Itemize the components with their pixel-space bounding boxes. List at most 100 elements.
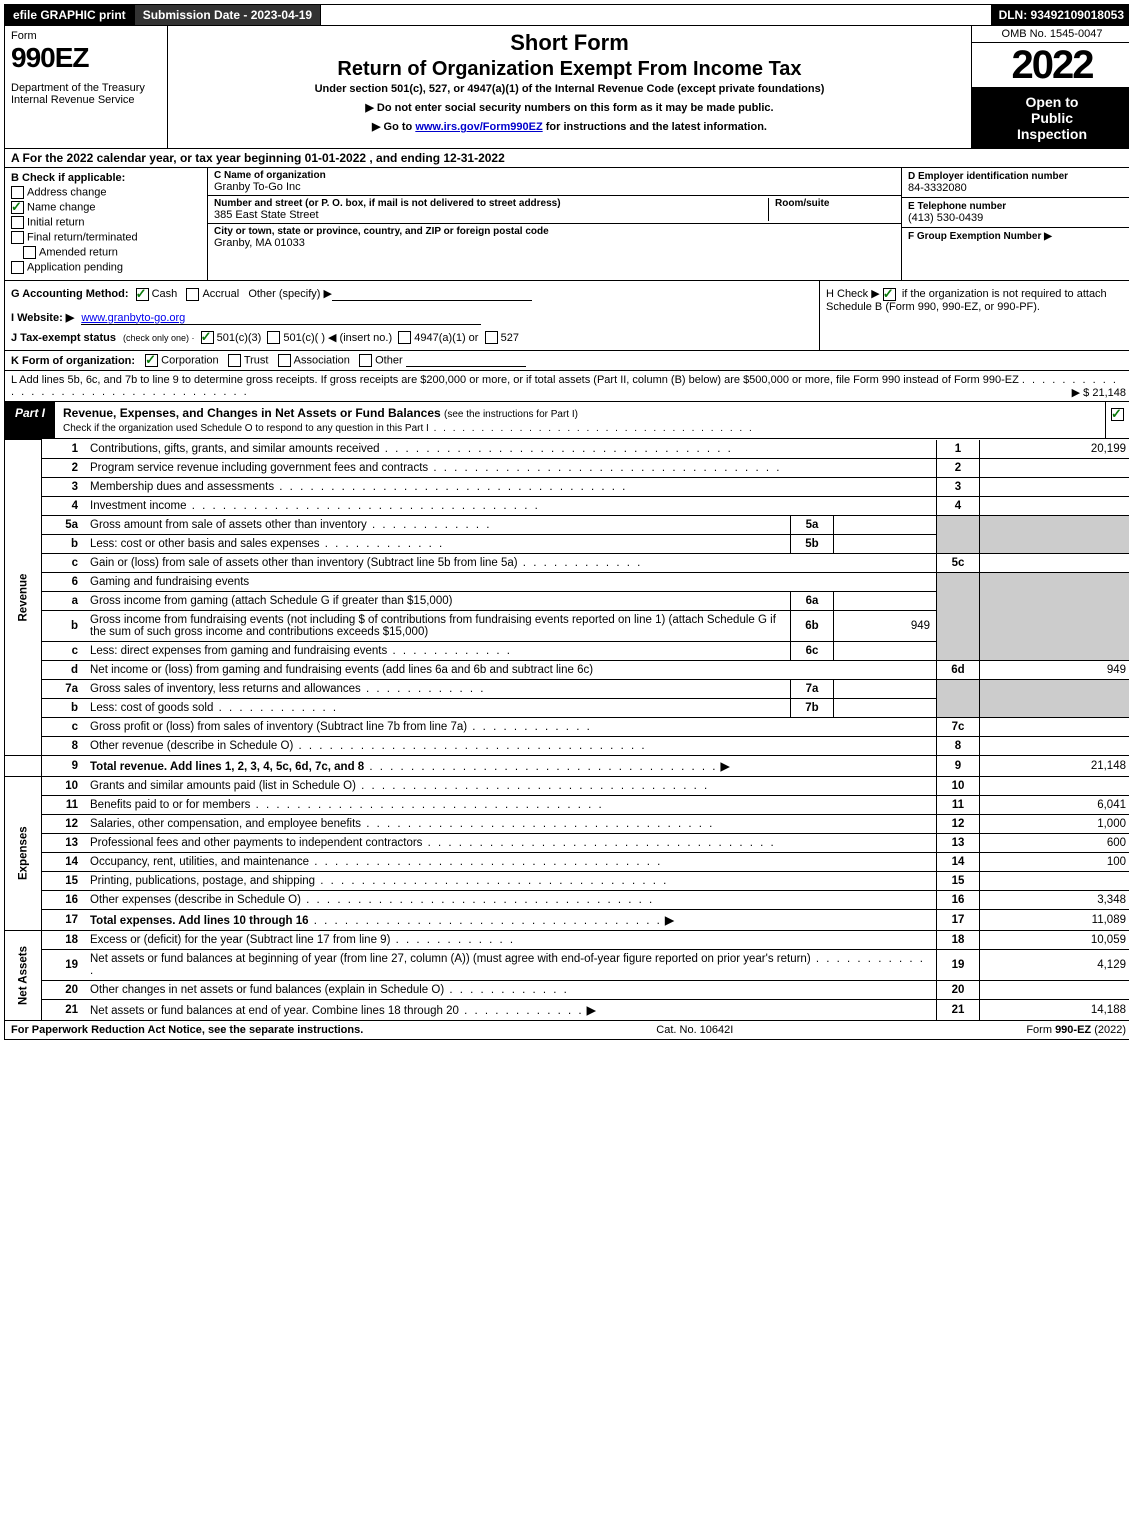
topbar-spacer <box>321 5 990 25</box>
top-bar: efile GRAPHIC print Submission Date - 20… <box>4 4 1129 26</box>
k-line: K Form of organization: Corporation Trus… <box>4 351 1129 371</box>
section-def: D Employer identification number 84-3332… <box>902 168 1129 280</box>
chk-final-return[interactable]: Final return/terminated <box>11 231 201 244</box>
c-city-label: City or town, state or province, country… <box>214 226 895 237</box>
part1-header: Part I Revenue, Expenses, and Changes in… <box>4 402 1129 439</box>
l16-desc: Other expenses (describe in Schedule O) <box>84 890 937 909</box>
chk-name-change[interactable]: Name change <box>11 201 201 214</box>
chk-501c3[interactable] <box>201 331 214 344</box>
f-label: F Group Exemption Number ▶ <box>908 231 1126 242</box>
l1-box: 1 <box>937 440 980 459</box>
grey-6 <box>937 572 980 660</box>
e-phone: E Telephone number (413) 530-0439 <box>902 198 1129 228</box>
l6c-desc: Less: direct expenses from gaming and fu… <box>84 641 791 660</box>
chk-527[interactable] <box>485 331 498 344</box>
org-street: 385 East State Street <box>214 209 762 221</box>
i-label: I Website: ▶ <box>11 312 74 324</box>
tax-year: 2022 <box>972 43 1129 88</box>
l6-desc: Gaming and fundraising events <box>84 572 937 591</box>
chk-501c[interactable] <box>267 331 280 344</box>
c-room-label: Room/suite <box>775 198 895 209</box>
org-city: Granby, MA 01033 <box>214 237 895 249</box>
footer-center: Cat. No. 10642I <box>656 1024 733 1036</box>
c-name-row: C Name of organization Granby To-Go Inc <box>208 168 901 196</box>
header-left: Form 990EZ Department of the Treasury In… <box>5 26 168 148</box>
part1-title: Revenue, Expenses, and Changes in Net As… <box>55 402 1105 438</box>
chk-assoc[interactable] <box>278 354 291 367</box>
l7a-desc: Gross sales of inventory, less returns a… <box>84 679 791 698</box>
short-form-title: Short Form <box>176 30 963 56</box>
open3: Inspection <box>976 126 1128 142</box>
ssn-warning: ▶ Do not enter social security numbers o… <box>176 101 963 114</box>
open1: Open to <box>976 94 1128 110</box>
revenue-label: Revenue <box>5 440 42 756</box>
irs-link[interactable]: www.irs.gov/Form990EZ <box>415 121 542 133</box>
form-header: Form 990EZ Department of the Treasury In… <box>4 26 1129 149</box>
j-label: J Tax-exempt status <box>11 332 116 344</box>
l6b-desc: Gross income from fundraising events (no… <box>84 610 791 641</box>
grey-5 <box>937 515 980 553</box>
e-value: (413) 530-0439 <box>908 212 1126 224</box>
chk-trust[interactable] <box>228 354 241 367</box>
header-right: OMB No. 1545-0047 2022 Open to Public In… <box>971 26 1129 148</box>
footer-right: Form 990-EZ (2022) <box>1026 1024 1126 1036</box>
form-word: Form <box>11 30 161 42</box>
efile-link[interactable]: efile GRAPHIC print <box>5 5 135 25</box>
d-value: 84-3332080 <box>908 182 1126 194</box>
l-line: L Add lines 5b, 6c, and 7b to line 9 to … <box>4 371 1129 402</box>
website-link[interactable]: www.granbyto-go.org <box>81 312 185 324</box>
l6d-desc: Net income or (loss) from gaming and fun… <box>84 660 937 679</box>
l7c-desc: Gross profit or (loss) from sales of inv… <box>84 717 937 736</box>
net-assets-label: Net Assets <box>5 930 42 1020</box>
grey-7 <box>937 679 980 717</box>
l12-desc: Salaries, other compensation, and employ… <box>84 814 937 833</box>
h-prefix: H Check ▶ <box>826 288 883 300</box>
l-text: L Add lines 5b, 6c, and 7b to line 9 to … <box>11 374 1019 386</box>
l15-desc: Printing, publications, postage, and shi… <box>84 871 937 890</box>
footer-left: For Paperwork Reduction Act Notice, see … <box>11 1024 363 1036</box>
gh-row: G Accounting Method: Cash Accrual Other … <box>4 281 1129 351</box>
chk-corp[interactable] <box>145 354 158 367</box>
l18-desc: Excess or (deficit) for the year (Subtra… <box>84 930 937 949</box>
l8-desc: Other revenue (describe in Schedule O) <box>84 736 937 755</box>
c-addr-row: Number and street (or P. O. box, if mail… <box>208 196 901 224</box>
goto-suffix: for instructions and the latest informat… <box>546 121 767 133</box>
org-name: Granby To-Go Inc <box>214 181 895 193</box>
l21-desc: Net assets or fund balances at end of ye… <box>84 999 937 1020</box>
chk-application-pending[interactable]: Application pending <box>11 261 201 274</box>
l14-desc: Occupancy, rent, utilities, and maintena… <box>84 852 937 871</box>
irs-label: Internal Revenue Service <box>11 94 161 106</box>
chk-other-org[interactable] <box>359 354 372 367</box>
chk-amended-return[interactable]: Amended return <box>23 246 201 259</box>
c-name-label: C Name of organization <box>214 170 895 181</box>
j-sub: (check only one) · <box>123 333 195 343</box>
l5b-desc: Less: cost or other basis and sales expe… <box>84 534 791 553</box>
chk-4947[interactable] <box>398 331 411 344</box>
chk-h[interactable] <box>883 288 896 301</box>
l1-desc: Contributions, gifts, grants, and simila… <box>84 440 937 459</box>
l4-desc: Investment income <box>84 496 937 515</box>
part1-table: Revenue 1 Contributions, gifts, grants, … <box>4 439 1129 1021</box>
l1-num: 1 <box>42 440 85 459</box>
chk-accrual[interactable] <box>186 288 199 301</box>
open-public: Open to Public Inspection <box>972 88 1129 148</box>
chk-cash[interactable] <box>136 288 149 301</box>
part1-chk[interactable] <box>1105 402 1129 438</box>
g-section: G Accounting Method: Cash Accrual Other … <box>5 281 819 350</box>
c-addr-label: Number and street (or P. O. box, if mail… <box>214 198 762 209</box>
omb-number: OMB No. 1545-0047 <box>972 26 1129 43</box>
f-group: F Group Exemption Number ▶ <box>902 228 1129 280</box>
other-specify-input[interactable] <box>332 288 532 301</box>
chk-initial-return[interactable]: Initial return <box>11 216 201 229</box>
return-title: Return of Organization Exempt From Incom… <box>176 58 963 81</box>
goto-prefix: ▶ Go to <box>372 121 415 133</box>
other-org-input[interactable] <box>406 354 526 367</box>
k-label: K Form of organization: <box>11 355 135 367</box>
l7b-desc: Less: cost of goods sold <box>84 698 791 717</box>
goto-line: ▶ Go to www.irs.gov/Form990EZ for instru… <box>176 120 963 133</box>
open2: Public <box>976 110 1128 126</box>
chk-address-change[interactable]: Address change <box>11 186 201 199</box>
l5a-desc: Gross amount from sale of assets other t… <box>84 515 791 534</box>
submission-date: Submission Date - 2023-04-19 <box>135 5 321 25</box>
expenses-label: Expenses <box>5 776 42 930</box>
